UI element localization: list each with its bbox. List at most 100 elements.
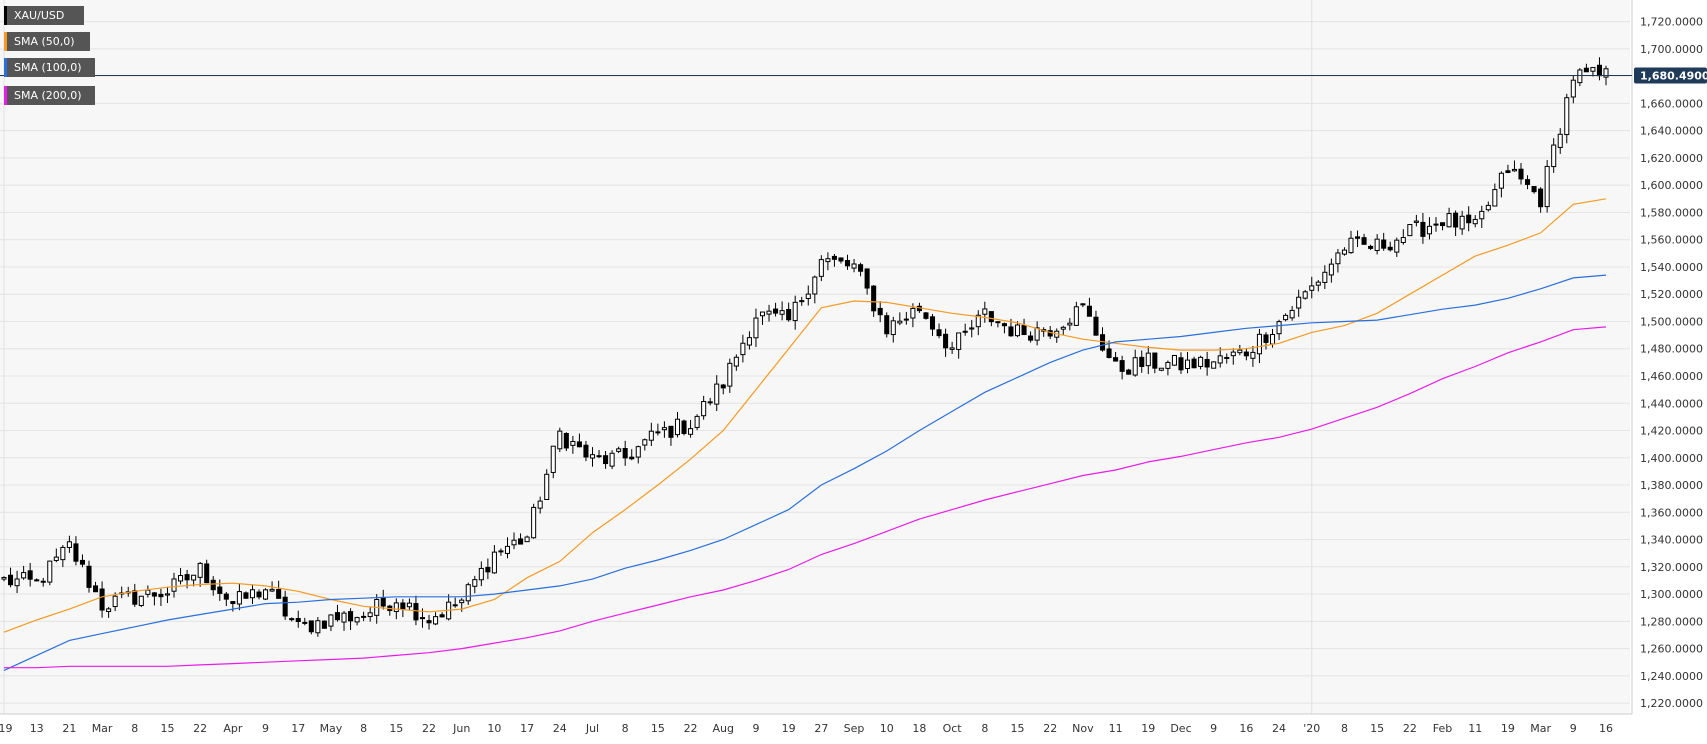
- candle-body: [1603, 68, 1609, 78]
- candle-body: [27, 570, 33, 580]
- candle: [1544, 160, 1550, 213]
- candle-body: [681, 420, 687, 434]
- legend-item-sma-200[interactable]: SMA (200,0): [4, 86, 95, 105]
- candle: [1158, 367, 1164, 372]
- candle-body: [465, 584, 471, 602]
- candle: [1466, 206, 1472, 232]
- candle: [263, 588, 269, 601]
- candle-body: [668, 425, 674, 438]
- candle-body: [1145, 352, 1151, 367]
- x-tick-label: Oct: [943, 722, 963, 735]
- candle: [655, 423, 661, 436]
- candle-body: [230, 601, 236, 605]
- candle: [851, 258, 857, 273]
- legend-item-sma-50[interactable]: SMA (50,0): [4, 32, 90, 51]
- candle: [1453, 210, 1459, 236]
- candle: [1498, 171, 1504, 198]
- candle-body: [812, 276, 818, 295]
- candle: [1060, 325, 1066, 335]
- candle: [792, 295, 798, 330]
- x-tick-label: 22: [1043, 722, 1057, 735]
- current-price-tag: 1,680.4900: [1634, 67, 1707, 84]
- candle: [681, 419, 687, 436]
- candle: [583, 440, 589, 462]
- candle-body: [138, 595, 144, 607]
- candle: [1132, 349, 1138, 377]
- candle-body: [380, 597, 386, 607]
- x-tick-label: 18: [912, 722, 926, 735]
- candle-body: [557, 430, 563, 450]
- candle-body: [1243, 351, 1249, 357]
- candle-body: [943, 333, 949, 349]
- candle: [1577, 68, 1583, 87]
- plot-area: [0, 0, 1630, 714]
- candle: [962, 323, 968, 336]
- candle: [315, 617, 321, 637]
- legend-item-xauusd[interactable]: XAU/USD: [4, 6, 84, 25]
- candle-body: [688, 428, 694, 435]
- candle: [1014, 321, 1021, 338]
- candle-body: [1008, 326, 1014, 337]
- candle-body: [1472, 218, 1478, 225]
- candle: [178, 567, 184, 585]
- candle-body: [334, 612, 341, 621]
- candle-body: [1034, 327, 1040, 341]
- legend-label: XAU/USD: [14, 9, 64, 22]
- x-tick-label: '20: [1303, 722, 1320, 735]
- candle: [982, 301, 988, 323]
- candle: [622, 440, 628, 466]
- candle: [929, 313, 936, 336]
- candle: [1171, 354, 1177, 366]
- candle-body: [740, 342, 746, 356]
- candle: [1211, 361, 1217, 369]
- candle: [805, 285, 811, 306]
- x-tick-label: 16: [1239, 722, 1253, 735]
- x-tick-label: 17: [520, 722, 534, 735]
- legend-item-sma-100[interactable]: SMA (100,0): [4, 58, 95, 77]
- y-tick-label: 1,560.0000: [1640, 234, 1703, 247]
- candle: [812, 275, 818, 304]
- candle-body: [1191, 358, 1197, 369]
- candle-body: [1021, 325, 1027, 336]
- candle-body: [1551, 144, 1557, 168]
- candle-body: [622, 447, 628, 459]
- x-tick-label: 8: [1341, 722, 1348, 735]
- candle: [452, 597, 458, 608]
- candle-body: [1309, 285, 1315, 291]
- candle: [491, 545, 497, 574]
- candle: [818, 255, 824, 282]
- candle: [230, 601, 236, 612]
- candle-body: [818, 259, 824, 277]
- candle-body: [603, 455, 609, 465]
- x-tick-label: 10: [880, 722, 894, 735]
- y-tick-label: 1,640.0000: [1640, 125, 1703, 138]
- candle: [1328, 258, 1334, 283]
- x-tick-label: 22: [1403, 722, 1417, 735]
- candle-body: [988, 311, 994, 323]
- candle: [321, 620, 327, 629]
- candle-body: [1368, 245, 1374, 249]
- y-tick-label: 1,520.0000: [1640, 288, 1703, 301]
- candle-body: [982, 308, 988, 315]
- candle-body: [1426, 225, 1432, 235]
- candle-body: [838, 257, 844, 262]
- candle-body: [969, 327, 975, 330]
- candle: [151, 591, 157, 606]
- candle: [361, 611, 367, 622]
- candle: [66, 535, 72, 553]
- y-tick-label: 1,320.0000: [1640, 561, 1703, 574]
- candle: [550, 445, 556, 479]
- candle: [439, 612, 445, 618]
- y-tick-label: 1,620.0000: [1640, 152, 1703, 165]
- candle: [1407, 224, 1413, 237]
- candle: [1492, 183, 1498, 207]
- candle-body: [315, 620, 321, 634]
- candle-body: [1459, 215, 1465, 230]
- candle-body: [962, 330, 968, 333]
- candle-body: [1322, 271, 1328, 283]
- x-tick-label: 8: [131, 722, 138, 735]
- candle: [164, 586, 170, 603]
- candle-body: [642, 439, 648, 446]
- candle-body: [1269, 334, 1276, 345]
- candle-body: [60, 546, 66, 561]
